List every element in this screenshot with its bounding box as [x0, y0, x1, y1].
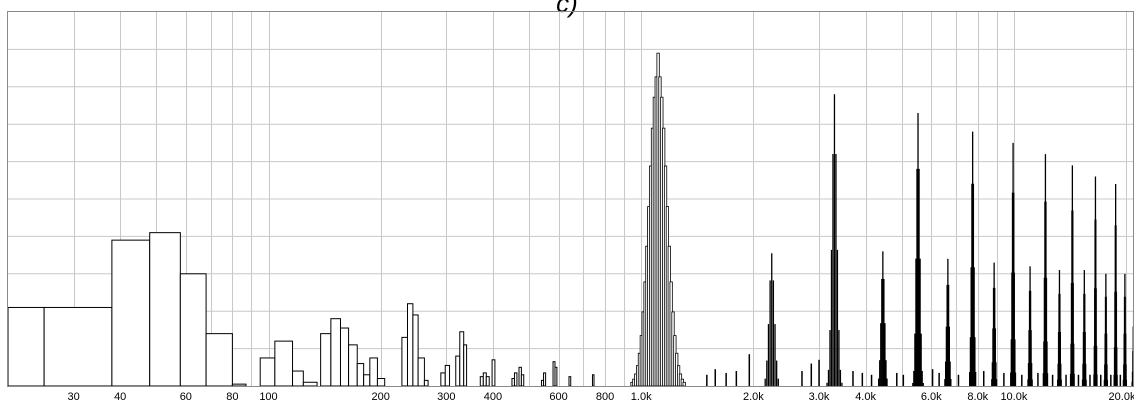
low-bar: [485, 376, 490, 387]
low-bar: [179, 273, 207, 387]
chart-title: c): [556, 0, 578, 18]
x-tick-label: 4.0k: [855, 391, 876, 402]
harmonic-peak: [912, 112, 924, 386]
x-tick-label: 10.0k: [1000, 391, 1027, 402]
harmonic-peak: [1027, 266, 1033, 386]
harmonic-peak: [1093, 176, 1098, 386]
low-bar: [406, 303, 414, 387]
low-bar: [591, 374, 595, 387]
low-bar: [43, 306, 113, 387]
x-tick-label: 200: [372, 391, 390, 402]
low-bar: [417, 357, 425, 387]
low-bar: [554, 366, 558, 387]
x-tick-label: 100: [259, 391, 277, 402]
low-bar: [356, 363, 365, 387]
bars: [7, 232, 595, 387]
low-bar: [339, 327, 350, 387]
low-bar: [231, 383, 247, 387]
low-bar: [459, 331, 465, 387]
low-bar: [149, 232, 181, 387]
harmonic-peak: [1113, 184, 1118, 386]
harmonic-peak: [969, 131, 977, 386]
low-bar: [423, 379, 429, 387]
x-tick-label: 800: [596, 391, 614, 402]
low-bar: [205, 333, 233, 387]
low-bar: [259, 357, 276, 387]
low-bar: [440, 372, 446, 387]
x-tick-label: 400: [484, 391, 502, 402]
harmonic-peak: [764, 253, 779, 386]
low-bar: [330, 318, 341, 387]
x-tick-label: 8.0k: [967, 391, 988, 402]
low-bar: [292, 370, 304, 387]
harmonic-peak: [1010, 142, 1017, 386]
low-bar: [274, 340, 294, 387]
spikes: [630, 52, 1134, 387]
harmonic-peak: [826, 94, 843, 386]
low-bar: [401, 336, 408, 387]
x-tick-label: 60: [180, 391, 192, 402]
low-bar: [111, 239, 151, 387]
x-tick-label: 600: [549, 391, 567, 402]
low-bar: [7, 306, 45, 387]
harmonic-peak: [1081, 270, 1087, 386]
low-bar: [568, 376, 572, 387]
low-bar: [491, 359, 496, 387]
x-tick-label: 20.0k: [1109, 391, 1134, 402]
x-tick-label: 80: [226, 391, 238, 402]
low-bar: [376, 378, 386, 387]
low-bar: [363, 374, 371, 387]
harmonic-peak: [1122, 273, 1128, 386]
peak-line: [682, 381, 686, 387]
low-bar: [455, 355, 461, 387]
x-tick-label: 6.0k: [921, 391, 942, 402]
low-bar: [348, 344, 358, 387]
x-tick-label: 300: [437, 391, 455, 402]
x-tick-label: 3.0k: [809, 391, 830, 402]
low-bar: [320, 333, 332, 387]
x-tick-label: 1.0k: [631, 391, 652, 402]
harmonic-peak: [944, 258, 952, 386]
low-bar: [302, 381, 318, 387]
harmonic-peak: [1042, 154, 1049, 386]
low-bar: [513, 372, 518, 387]
x-tick-labels: 30 40 60 80 100 200 300 400 600 800 1.0k 2.0k 3.0k 4.…: [68, 391, 1134, 402]
low-bar: [543, 372, 547, 387]
x-tick-label: 40: [114, 391, 126, 402]
x-tick-label: 30: [68, 391, 80, 402]
x-tick-label: 2.0k: [743, 391, 764, 402]
harmonic-peak: [991, 262, 998, 386]
harmonic-peak: [878, 251, 888, 386]
low-bar: [520, 374, 525, 387]
fundamental-peak: [630, 52, 686, 387]
low-bar: [463, 344, 468, 387]
harmonic-peak: [1057, 270, 1062, 386]
harmonic-peak: [1103, 273, 1109, 386]
low-bar: [444, 364, 451, 387]
harmonic-peak: [1069, 165, 1075, 386]
low-bar: [412, 314, 419, 387]
low-bar: [369, 357, 378, 387]
